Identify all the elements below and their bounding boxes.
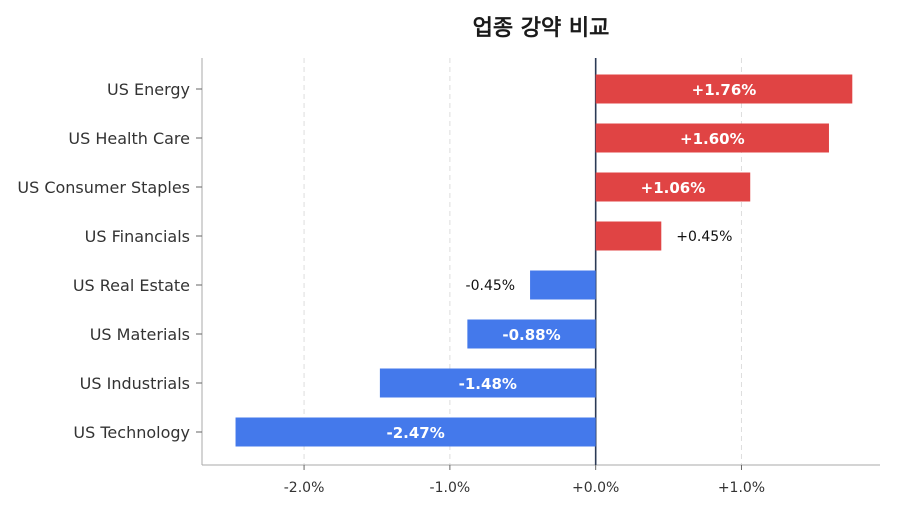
x-tick-label: -1.0% (430, 480, 471, 496)
category-label: US Energy (107, 80, 190, 99)
chart-title: 업종 강약 비교 (472, 16, 610, 41)
bars (235, 74, 853, 447)
category-label: US Industrials (80, 374, 190, 393)
x-tick-label: +0.0% (572, 480, 619, 496)
data-label: +1.76% (692, 81, 757, 99)
data-label: -1.48% (459, 375, 517, 393)
category-label: US Financials (85, 227, 190, 246)
bar (595, 123, 829, 153)
category-label: US Health Care (68, 129, 190, 148)
x-tick-label: +1.0% (718, 480, 765, 496)
category-label: US Real Estate (73, 276, 190, 295)
data-label: +1.06% (641, 179, 706, 197)
bar (530, 270, 596, 300)
data-label: -2.47% (386, 424, 444, 442)
grid-lines (303, 58, 742, 465)
x-tick-label: -2.0% (284, 480, 325, 496)
data-label: +0.45% (676, 229, 732, 245)
bar (595, 74, 853, 104)
labels: US Energy +1.76% US Health Care +1.60% US Co… (17, 80, 756, 442)
data-label: -0.88% (502, 326, 560, 344)
data-label: +1.60% (680, 130, 745, 148)
bar (467, 319, 596, 349)
data-label: -0.45% (466, 278, 516, 294)
bar (595, 172, 751, 202)
bar (595, 221, 662, 251)
bar (379, 368, 596, 398)
axes: -2.0% -1.0% +0.0% +1.0% (196, 58, 880, 496)
category-label: US Technology (73, 423, 190, 442)
category-label: US Consumer Staples (17, 178, 190, 197)
category-label: US Materials (90, 325, 190, 344)
bar (235, 417, 596, 447)
